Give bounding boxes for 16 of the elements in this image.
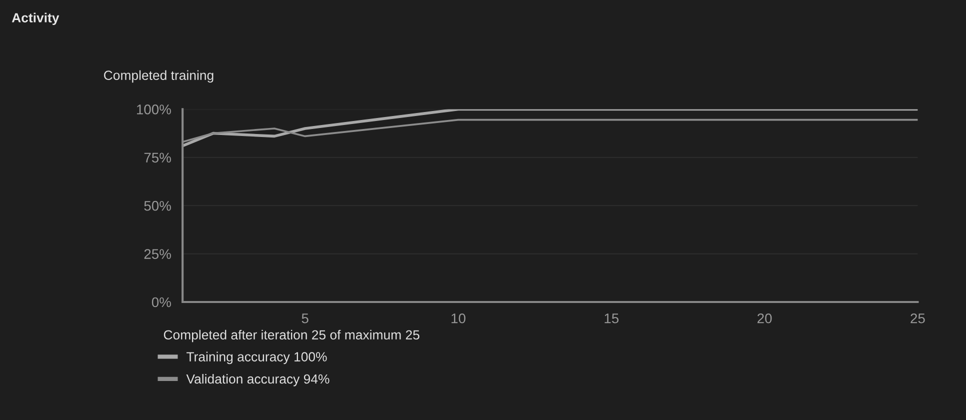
line-series: [182, 109, 918, 148]
y-tick-label: 75%: [144, 152, 171, 163]
x-tick-label: 15: [604, 314, 619, 324]
text: Completed after iteration 25 of maximum 25: [164, 330, 420, 342]
x-tick-label: 25: [910, 313, 925, 324]
y-tick-label: 50%: [144, 200, 171, 211]
y-tick-label: 0%: [152, 297, 171, 308]
y-tick-label: 100%: [137, 104, 171, 114]
x-tick-label: 10: [452, 313, 466, 324]
x-tick-label: 20: [758, 313, 772, 324]
chart-subtitle: Completed training: [104, 70, 214, 83]
legend-label: Validation accuracy 94%: [186, 374, 330, 386]
text: Activity: [12, 12, 60, 26]
legend-label: Training accuracy 100%: [186, 352, 327, 364]
y-tick-label: 25%: [144, 249, 171, 259]
x-tick-label: 5: [302, 314, 308, 324]
